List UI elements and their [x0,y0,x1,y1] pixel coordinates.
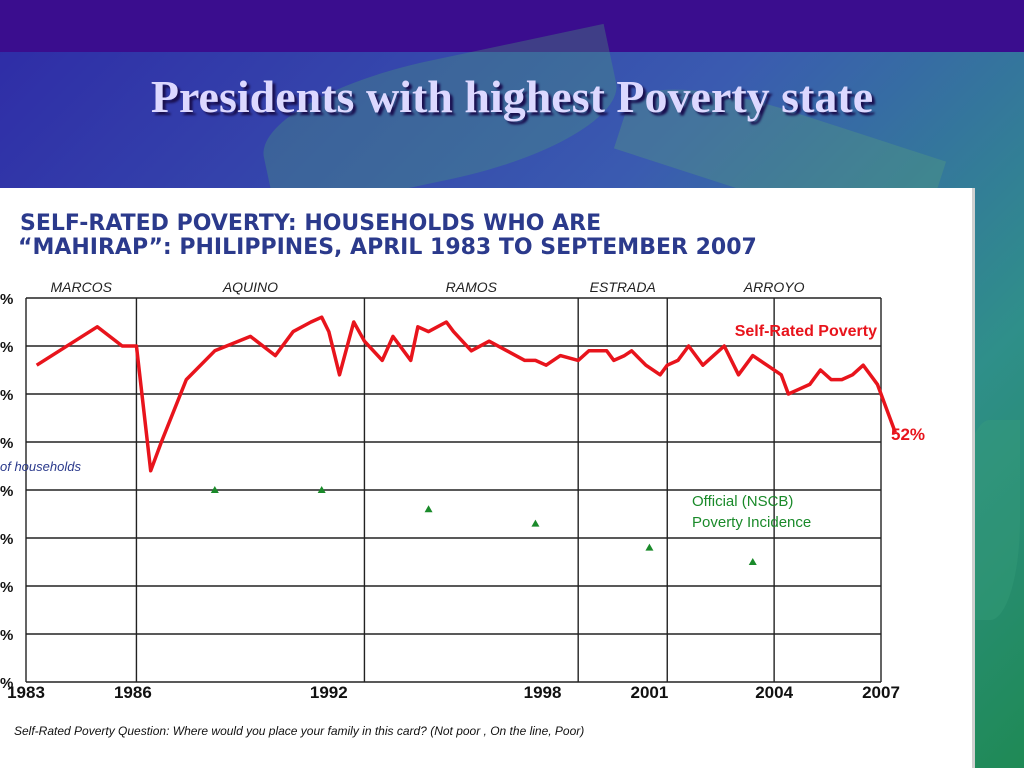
official-poverty-marker [531,519,540,527]
label-official-line1: Official (NSCB) [692,493,793,510]
x-tick-label: 2007 [862,683,900,702]
y-tick-label: % [0,291,13,308]
president-label: ARROYO [743,279,805,295]
x-tick-label: 1998 [524,683,562,702]
chart-panel: SELF-RATED POVERTY: HOUSEHOLDS WHO ARE “M… [0,188,975,768]
y-tick-label: % [0,339,13,356]
y-tick-label: % [0,483,13,500]
president-label: RAMOS [446,279,498,295]
president-label: MARCOS [50,279,112,295]
label-self-rated: Self-Rated Poverty [735,323,877,340]
y-tick-label: % [0,531,13,548]
president-label: AQUINO [222,279,278,295]
y-tick-label: % [0,675,13,692]
official-poverty-marker [424,505,433,513]
y-tick-label: % [0,387,13,404]
chart-title-line2: “MAHIRAP”: PHILIPPINES, APRIL 1983 TO SE… [18,235,757,260]
x-tick-label: 1992 [310,683,348,702]
president-label: ESTRADA [590,279,656,295]
y-tick-label: % [0,435,13,452]
label-official-line2: Poverty Incidence [692,514,811,531]
x-tick-label: 2004 [755,683,793,702]
y-axis-label: of households [0,459,81,474]
official-poverty-marker [748,558,757,565]
label-end-value: 52% [891,425,925,444]
official-poverty-marker [317,486,326,493]
poverty-chart: SELF-RATED POVERTY: HOUSEHOLDS WHO ARE“M… [0,211,925,738]
x-tick-label: 2001 [631,683,669,702]
official-poverty-marker [210,486,219,493]
x-tick-label: 1983 [7,683,45,702]
x-tick-label: 1986 [114,683,152,702]
official-poverty-marker [645,543,654,551]
series-line-self-rated [35,315,897,473]
slide-title: Presidents with highest Poverty state [150,71,874,122]
chart-title-line1: SELF-RATED POVERTY: HOUSEHOLDS WHO ARE [20,211,601,236]
y-tick-label: % [0,627,13,644]
y-tick-label: % [0,579,13,596]
chart-footnote: Self-Rated Poverty Question: Where would… [14,724,584,738]
title-band [0,0,1024,52]
